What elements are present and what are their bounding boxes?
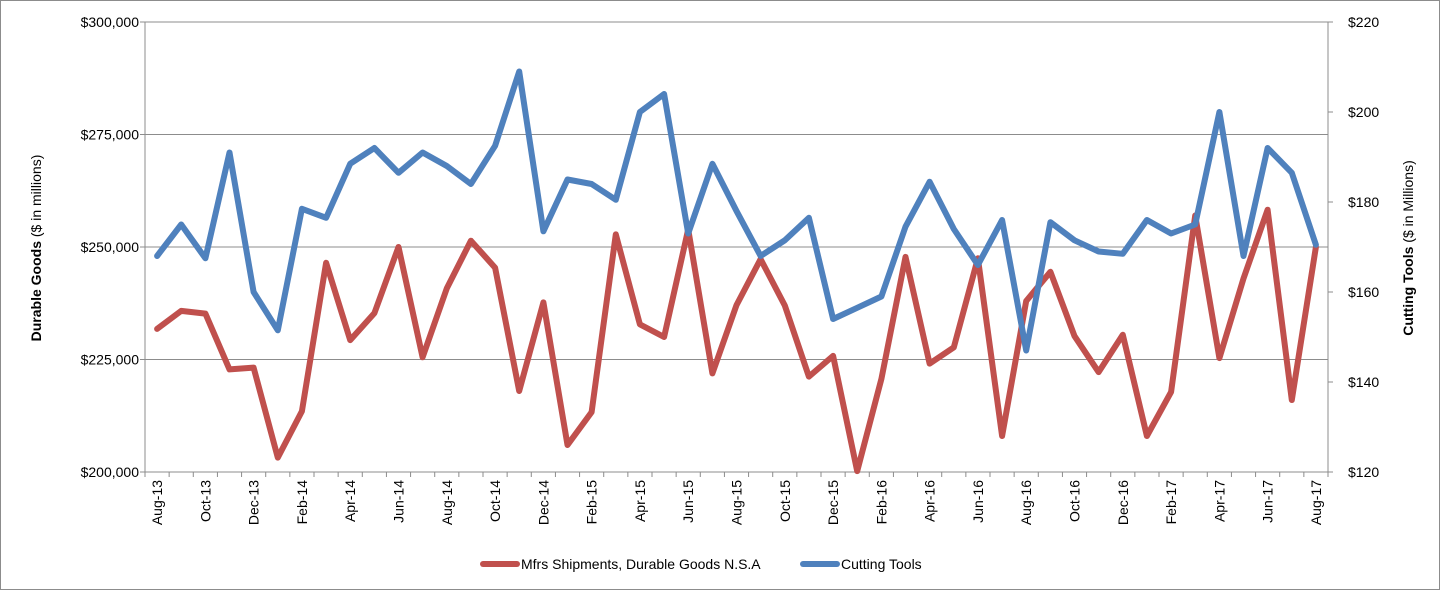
x-tick-label-16: Dec-14 — [535, 480, 551, 525]
left-tick-label-1: $225,000 — [81, 352, 140, 368]
series-line-cutting-tools — [154, 68, 1319, 354]
right-tick-label-0: $120 — [1348, 464, 1379, 480]
legend: Mfrs Shipments, Durable Goods N.S.A Cutt… — [480, 556, 922, 572]
x-tick-label-32: Apr-16 — [922, 480, 938, 522]
right-tick-label-2: $160 — [1348, 284, 1379, 300]
right-axis-title-bold: Cutting Tools — [1400, 246, 1416, 335]
x-tick-label-36: Aug-16 — [1018, 480, 1034, 525]
x-tick-label-22: Jun-15 — [680, 480, 696, 523]
right-tick-label-3: $180 — [1348, 194, 1379, 210]
left-axis-title: Durable Goods ($ in millions) — [28, 155, 44, 342]
right-tick-label-5: $220 — [1348, 14, 1379, 30]
left-axis-ticks: $200,000 $225,000 $250,000 $275,000 $300,000 — [81, 14, 145, 480]
left-tick-label-4: $300,000 — [81, 14, 140, 30]
x-tick-label-12: Aug-14 — [439, 480, 455, 525]
left-tick-label-0: $200,000 — [81, 464, 140, 480]
x-tick-label-34: Jun-16 — [970, 480, 986, 523]
x-tick-label-42: Feb-17 — [1163, 480, 1179, 525]
x-tick-label-44: Apr-17 — [1211, 480, 1227, 522]
legend-label-cutting-tools: Cutting Tools — [841, 556, 922, 572]
x-tick-label-4: Dec-13 — [246, 480, 262, 525]
right-axis-title-rest: ($ in Millions) — [1400, 160, 1416, 246]
x-tick-label-40: Dec-16 — [1115, 480, 1131, 525]
x-axis-ticks: Aug-13 Oct-13 Dec-13 Feb-14 Apr-14 Jun-14 Aug-… — [144, 472, 1329, 525]
right-tick-label-4: $200 — [1348, 104, 1379, 120]
right-tick-label-1: $140 — [1348, 374, 1379, 390]
legend-label-durable-goods: Mfrs Shipments, Durable Goods N.S.A — [521, 556, 761, 572]
x-tick-label-48: Aug-17 — [1308, 480, 1324, 525]
x-tick-label-30: Feb-16 — [873, 480, 889, 525]
x-tick-label-20: Apr-15 — [632, 480, 648, 522]
series-lines — [154, 68, 1319, 475]
x-tick-label-38: Oct-16 — [1067, 480, 1083, 522]
x-tick-label-10: Jun-14 — [391, 480, 407, 523]
left-axis-title-bold: Durable Goods — [28, 241, 44, 342]
right-axis-title: Cutting Tools ($ in Millions) — [1400, 160, 1416, 336]
left-axis-title-rest: ($ in millions) — [28, 155, 44, 241]
x-tick-label-26: Oct-15 — [777, 480, 793, 522]
x-tick-label-6: Feb-14 — [294, 480, 310, 525]
left-tick-label-2: $250,000 — [81, 239, 140, 255]
x-tick-label-28: Dec-15 — [825, 480, 841, 525]
x-tick-label-46: Jun-17 — [1260, 480, 1276, 523]
x-tick-label-24: Aug-15 — [729, 480, 745, 525]
series-line-durable-goods — [154, 206, 1319, 475]
x-tick-label-14: Oct-14 — [487, 480, 503, 522]
x-tick-label-0: Aug-13 — [149, 480, 165, 525]
x-tick-label-2: Oct-13 — [197, 480, 213, 522]
x-tick-label-8: Apr-14 — [342, 480, 358, 522]
left-tick-label-3: $275,000 — [81, 127, 140, 143]
right-axis-ticks: $120 $140 $160 $180 $200 $220 — [1328, 14, 1379, 480]
x-tick-label-18: Feb-15 — [584, 480, 600, 525]
